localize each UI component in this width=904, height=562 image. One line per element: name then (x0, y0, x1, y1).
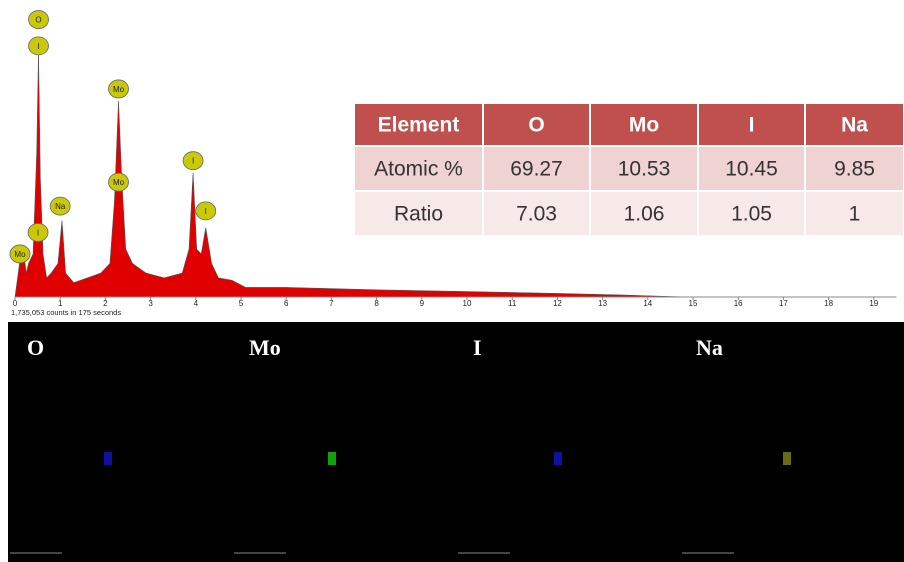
peak-label: Mo (14, 250, 26, 259)
table-value: Atomic % (374, 158, 463, 181)
peak-label: I (205, 207, 207, 216)
x-tick-label: 5 (239, 299, 244, 308)
map-spot (554, 452, 562, 465)
x-tick-label: 8 (374, 299, 379, 308)
map-spot (328, 452, 336, 465)
x-tick-label: 16 (734, 299, 743, 308)
x-tick-label: 1 (58, 299, 63, 308)
map-label: Mo (249, 335, 281, 360)
map-panel (8, 322, 904, 562)
x-tick-label: 7 (329, 299, 334, 308)
x-tick-label: 0 (13, 299, 18, 308)
x-tick-label: 15 (689, 299, 698, 308)
table-value: 10.45 (725, 158, 778, 181)
table-header: I (749, 114, 755, 137)
peak-label: I (192, 157, 194, 166)
peak-label: O (35, 16, 41, 25)
peak-label: Na (55, 202, 66, 211)
peak-label: Mo (113, 178, 125, 187)
map-label: I (473, 335, 482, 360)
table-value: 9.85 (834, 158, 875, 181)
table-value: 69.27 (510, 158, 563, 181)
table-value: 1.06 (624, 203, 665, 226)
peak-label: I (37, 42, 39, 51)
map-label: Na (696, 335, 723, 360)
x-tick-label: 2 (103, 299, 108, 308)
table-header: O (528, 114, 544, 137)
map-label: O (27, 335, 44, 360)
x-tick-label: 19 (869, 299, 878, 308)
peak-label: I (37, 228, 39, 237)
table-value: 7.03 (516, 203, 557, 226)
x-tick-label: 9 (420, 299, 425, 308)
figure: 0123456789101112131415161718191,735,053 … (0, 0, 904, 562)
caption: 1,735,053 counts in 175 seconds (11, 308, 121, 317)
table-header: Mo (629, 114, 659, 137)
peak-label: Mo (113, 85, 125, 94)
x-tick-label: 14 (643, 299, 652, 308)
x-tick-label: 4 (194, 299, 199, 308)
table-value: 10.53 (618, 158, 671, 181)
table-value: Ratio (394, 203, 443, 226)
x-tick-label: 10 (463, 299, 472, 308)
x-tick-label: 13 (598, 299, 607, 308)
table-header: Na (841, 114, 868, 137)
x-tick-label: 12 (553, 299, 562, 308)
x-tick-label: 3 (148, 299, 153, 308)
table-value: 1.05 (731, 203, 772, 226)
map-spot (104, 452, 112, 465)
table-header: Element (378, 114, 460, 137)
x-tick-label: 18 (824, 299, 833, 308)
x-tick-label: 6 (284, 299, 289, 308)
table-value: 1 (849, 203, 861, 226)
x-tick-label: 11 (508, 299, 517, 308)
map-spot (783, 452, 791, 465)
x-tick-label: 17 (779, 299, 788, 308)
